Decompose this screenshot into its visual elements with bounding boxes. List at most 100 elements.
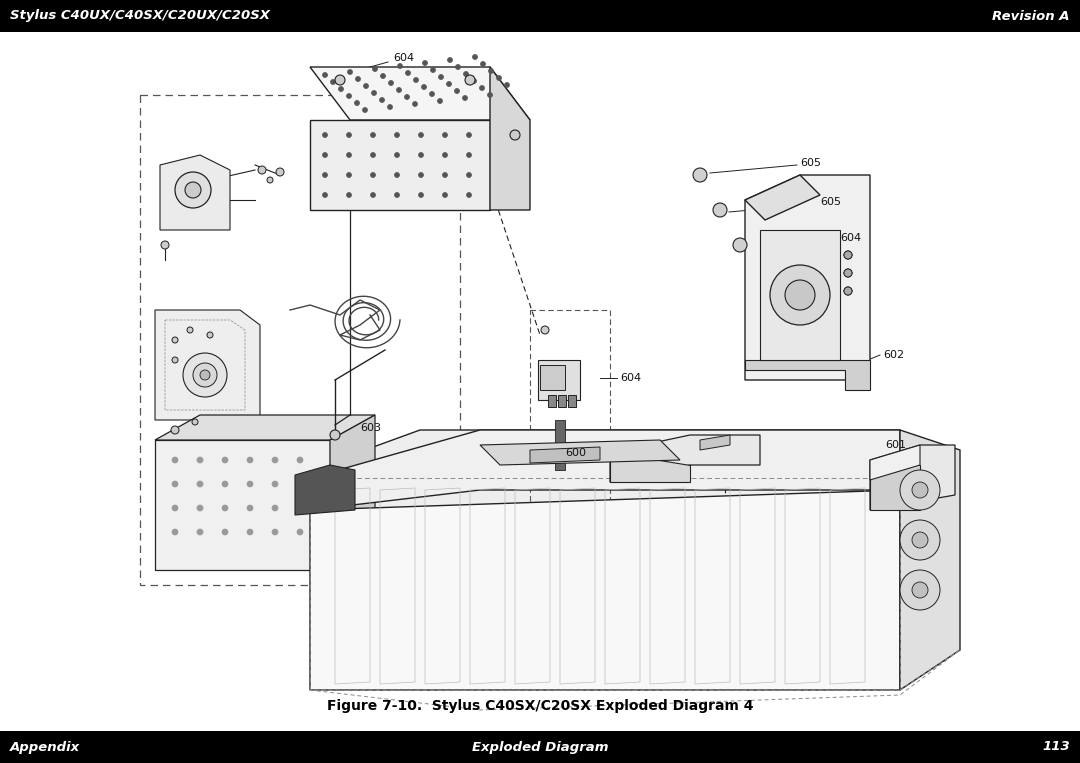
Circle shape [192,362,198,368]
Circle shape [172,457,178,463]
Text: Appendix: Appendix [10,741,80,754]
Circle shape [843,251,852,259]
Circle shape [843,251,852,259]
Circle shape [447,57,453,63]
Circle shape [355,76,361,82]
Circle shape [419,153,423,157]
Bar [530,310,610,530]
Circle shape [430,92,434,96]
Circle shape [397,63,403,69]
Circle shape [843,287,852,295]
Polygon shape [900,430,960,690]
Circle shape [370,133,376,137]
Polygon shape [310,490,900,690]
Circle shape [431,67,435,72]
Circle shape [394,133,400,137]
Circle shape [222,457,228,463]
Circle shape [197,529,203,535]
Circle shape [693,168,707,182]
Circle shape [370,172,376,178]
Circle shape [347,172,351,178]
Circle shape [443,172,447,178]
Circle shape [843,251,852,259]
Circle shape [443,192,447,198]
Circle shape [446,82,451,86]
Circle shape [335,75,345,85]
Bar [540,365,565,390]
Circle shape [467,172,472,178]
Circle shape [437,98,443,104]
Circle shape [843,287,852,295]
Circle shape [843,269,852,277]
Circle shape [900,520,940,560]
Polygon shape [610,435,760,482]
Circle shape [497,76,501,81]
Circle shape [421,85,427,89]
Circle shape [185,182,201,198]
Circle shape [222,481,228,487]
Circle shape [297,457,303,463]
Text: Figure 7-10.  Stylus C40SX/C20SX Exploded Diagram 4: Figure 7-10. Stylus C40SX/C20SX Exploded… [327,699,753,713]
Circle shape [347,94,351,98]
Circle shape [843,287,852,295]
Circle shape [187,327,193,333]
Text: 605: 605 [800,158,821,168]
Circle shape [373,66,378,72]
Circle shape [379,98,384,102]
Circle shape [330,430,340,440]
Circle shape [405,95,409,99]
Circle shape [455,89,459,94]
Text: 601: 601 [885,440,906,450]
Circle shape [348,69,352,75]
Polygon shape [490,67,530,210]
Circle shape [347,153,351,157]
Circle shape [419,133,423,137]
Circle shape [338,86,343,92]
Circle shape [912,482,928,498]
Text: 602: 602 [883,350,904,360]
Circle shape [394,192,400,198]
Polygon shape [555,420,565,470]
Circle shape [272,505,278,511]
Circle shape [347,133,351,137]
Circle shape [843,269,852,277]
Circle shape [297,505,303,511]
Polygon shape [310,67,530,120]
Text: 604: 604 [840,233,861,243]
Circle shape [487,92,492,98]
Polygon shape [870,445,920,480]
Polygon shape [330,415,375,570]
Circle shape [323,172,327,178]
Circle shape [504,82,510,88]
Circle shape [222,505,228,511]
Circle shape [473,54,477,60]
Circle shape [443,133,447,137]
Circle shape [481,62,486,66]
Circle shape [323,153,327,157]
Polygon shape [384,530,900,685]
Circle shape [183,353,227,397]
Circle shape [272,457,278,463]
Circle shape [297,529,303,535]
Circle shape [247,457,253,463]
Circle shape [843,269,852,277]
Circle shape [394,172,400,178]
Circle shape [467,192,472,198]
Circle shape [405,70,410,76]
Circle shape [785,280,815,310]
Circle shape [480,85,485,91]
Circle shape [419,192,423,198]
Text: Revision A: Revision A [993,9,1070,22]
Circle shape [394,153,400,157]
Text: Stylus C40UX/C40SX/C20UX/C20SX: Stylus C40UX/C40SX/C20UX/C20SX [10,9,270,22]
Circle shape [488,69,494,73]
Circle shape [172,337,178,343]
Polygon shape [745,360,870,390]
Circle shape [272,529,278,535]
Circle shape [413,101,418,107]
Circle shape [364,83,368,89]
Circle shape [247,529,253,535]
Polygon shape [870,460,920,510]
Circle shape [912,582,928,598]
Polygon shape [870,445,955,510]
